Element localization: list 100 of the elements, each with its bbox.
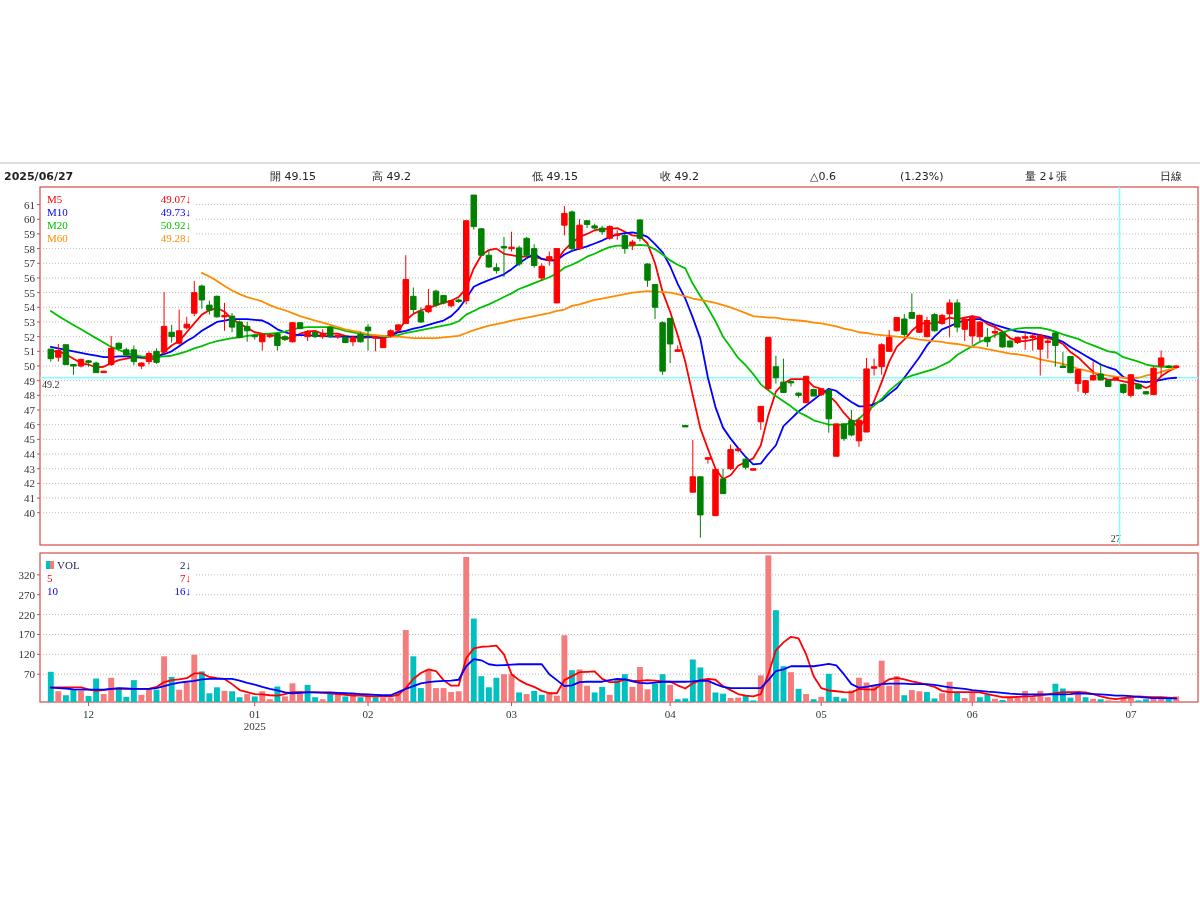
annotation: 49.73↓: [160, 206, 191, 218]
text: 10: [47, 585, 59, 597]
x-tick-label: 01 2025: [243, 708, 267, 732]
candlestick: [349, 335, 357, 347]
bar: [417, 688, 424, 702]
y-tick-label: 55: [24, 286, 36, 299]
bar: [372, 697, 379, 702]
candlestick: [447, 299, 455, 308]
text: M10: [47, 206, 69, 218]
candlestick: [191, 280, 198, 317]
y-tick-label: 57: [24, 257, 36, 270]
candlestick: [719, 468, 727, 495]
bar: [433, 688, 439, 702]
y-tick-label: 42: [24, 477, 35, 490]
bar: [901, 695, 908, 702]
candlestick: [538, 262, 545, 282]
bar: [531, 690, 538, 702]
y-tick-label: 43: [24, 462, 36, 475]
text: 低 49.15: [532, 170, 578, 183]
text: 量 2↓張: [1025, 170, 1067, 183]
candlestick: [1157, 350, 1165, 377]
bar: [78, 690, 84, 702]
candlestick: [107, 335, 115, 367]
bar: [425, 670, 432, 702]
candlestick: [1112, 377, 1120, 380]
candlestick: [175, 309, 183, 346]
y-tick-label: 45: [24, 433, 36, 446]
candlestick: [893, 316, 900, 333]
bar: [538, 694, 545, 702]
y-tick-label: 53: [24, 315, 36, 328]
candlestick: [100, 370, 107, 374]
bar: [1082, 697, 1089, 702]
candlestick: [1135, 383, 1142, 390]
bar: [47, 671, 54, 702]
y-tick-label: 44: [24, 448, 36, 461]
bar: [606, 694, 613, 702]
text: 5: [47, 572, 53, 584]
bar: [803, 694, 810, 702]
text: (1.23%): [900, 170, 944, 183]
x-tick-label: 04: [664, 708, 677, 720]
annotation: 49.07↓: [160, 193, 191, 205]
candlestick: [153, 347, 160, 365]
candlestick: [500, 236, 508, 278]
text: 高 49.2: [372, 170, 411, 183]
text: 日線: [1160, 170, 1182, 183]
bar: [772, 610, 779, 702]
candlestick: [825, 389, 832, 434]
text: M5: [47, 193, 63, 205]
bar: [229, 691, 235, 702]
y-tick-label: 320: [18, 568, 36, 581]
x-tick-label: 07: [1125, 708, 1137, 720]
candlestick: [984, 327, 991, 348]
candlestick: [364, 323, 372, 352]
y-tick-label: 46: [24, 418, 36, 431]
bar: [251, 696, 258, 702]
y-tick-label: 120: [18, 648, 36, 661]
candlestick: [795, 391, 802, 399]
candlestick: [629, 239, 636, 251]
bar: [516, 692, 523, 702]
y-tick-label: 220: [18, 608, 36, 621]
bar: [1097, 699, 1104, 702]
bar: [788, 672, 794, 702]
candlestick: [938, 313, 946, 326]
bar: [659, 674, 666, 702]
candlestick: [561, 205, 568, 236]
bar: [523, 694, 530, 702]
y-tick-label: 70: [24, 668, 36, 681]
candlestick: [470, 194, 477, 231]
y-tick-label: 270: [18, 588, 36, 601]
y-tick-label: 47: [24, 404, 36, 417]
candlestick: [311, 331, 319, 339]
candlestick: [1173, 364, 1180, 369]
candlestick: [304, 329, 311, 342]
bar: [924, 692, 930, 702]
candlestick: [1127, 373, 1135, 399]
annotation: 7↓: [180, 572, 191, 584]
candlestick: [772, 355, 780, 385]
y-tick-label: 41: [24, 492, 35, 505]
bar: [319, 699, 326, 702]
bar: [281, 696, 288, 702]
bar: [818, 696, 825, 702]
bar: [584, 685, 591, 702]
line-series: [200, 271, 1178, 380]
bar: [939, 693, 946, 702]
candlestick: [334, 334, 342, 340]
bar: [236, 697, 243, 702]
candlestick: [1142, 390, 1150, 396]
candlestick: [689, 439, 697, 493]
text: M20: [47, 219, 69, 231]
line-series: [49, 658, 1178, 700]
candlestick: [221, 302, 228, 332]
bar: [448, 692, 455, 702]
candlestick: [402, 254, 409, 325]
bar: [667, 684, 674, 702]
candlestick: [183, 316, 190, 330]
candlestick: [115, 342, 122, 350]
bar: [161, 656, 168, 702]
candlestick: [327, 325, 334, 338]
text: 開 49.15: [270, 170, 316, 183]
bar: [1165, 699, 1172, 702]
